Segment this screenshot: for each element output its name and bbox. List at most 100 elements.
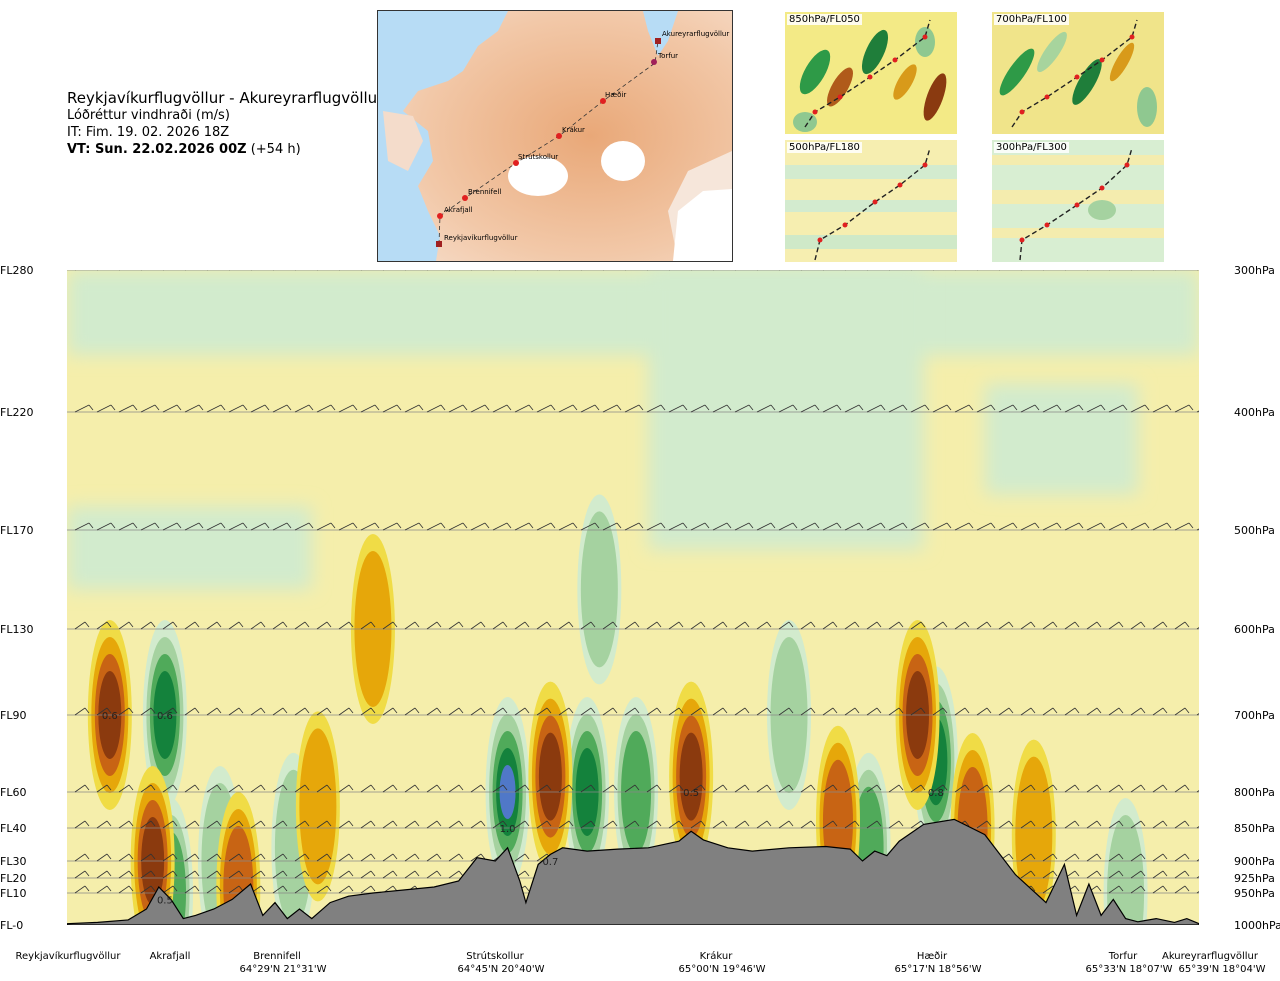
wind-barb [536,853,548,862]
wind-barb [537,270,538,271]
wind-barb [712,707,724,716]
wind-barb-flag [810,784,816,791]
wind-barb [404,784,416,793]
wind-barb-flag [177,263,181,268]
wind-barb-flag [968,522,974,529]
wind-barb-flag [282,885,288,892]
wind-barb-flag [194,784,200,791]
wind-barb [360,707,372,716]
wind-barb-flag [810,820,816,827]
wind-barb [272,404,288,413]
wind-barb [74,853,86,862]
station-name: Torfur [1108,951,1138,962]
thumbnail-300hpa[interactable]: 300hPa/FL300 [992,140,1164,262]
wind-barb [1064,621,1076,630]
thumbnail-300hpa-plot [992,140,1164,262]
wind-barb-flag [898,621,904,628]
wind-barb-flag [683,263,687,268]
velocity-annotation: 0.7 [542,857,558,868]
wind-barb-flag [326,885,332,892]
wind-barb-flag [128,870,134,877]
wind-barb [933,270,934,271]
wind-barb [778,784,790,793]
wind-barb [470,404,486,413]
wind-barb [74,404,90,413]
wind-barb-flag [726,522,732,529]
wind-barb [668,522,684,531]
wind-barb [1043,270,1044,271]
wind-barb [185,270,186,271]
wind-barb [1130,820,1142,829]
wind-barb-flag [1079,263,1083,268]
wind-barb-flag [370,707,376,714]
waypoint-haedir-marker [600,98,606,104]
wind-barb-flag [770,522,776,529]
wind-barb [602,707,614,716]
wind-barb [1042,707,1054,716]
wind-barb-flag [612,820,618,827]
wind-barb-flag [458,707,464,714]
wind-barb-flag [242,404,248,411]
wind-barb-flag [176,404,182,411]
wind-barb-flag [304,820,310,827]
wind-barb-flag [639,263,643,268]
wind-barb-flag [1008,621,1014,628]
wind-barb-flag [1140,707,1146,714]
wind-barb [866,707,878,716]
wind-barb-flag [858,522,864,529]
wind-barb [294,784,306,793]
wind-barb [1130,707,1142,716]
wind-barb [910,707,922,716]
wind-barb-flag [678,621,684,628]
wind-barb-flag [216,885,222,892]
wind-barb [756,404,772,413]
wind-barb [338,820,350,829]
wind-barb [405,270,406,271]
flight-level-label: FL280 [0,264,33,277]
wind-barb [338,784,350,793]
wind-barb-flag [1118,885,1124,892]
pressure-level-label: 700hPa [1234,709,1275,722]
wind-barb-flag [1118,784,1124,791]
wind-barb [668,784,680,793]
thumbnail-700hpa[interactable]: 700hPa/FL100 [992,12,1164,134]
wind-barb-flag [260,870,266,877]
wind-barb [1130,404,1146,413]
wind-barb-flag [920,707,926,714]
thumbnail-700-cells [999,31,1157,127]
wind-barb [690,820,702,829]
wind-barb [1130,870,1142,879]
wind-barb [1064,522,1080,531]
wind-barb [162,820,174,829]
thumbnail-500-cells [785,165,957,249]
wind-barb-flag [1052,853,1058,860]
wind-barb [756,707,768,716]
wind-barb [955,270,956,271]
wind-barb [184,522,200,531]
wind-barb [206,404,222,413]
wind-barb-flag [1056,522,1062,529]
wind-barb-flag [370,621,376,628]
wind-barb-flag [216,870,222,877]
wind-barb [338,404,354,413]
wind-barb [514,784,526,793]
wind-barb [888,784,900,793]
thumbnail-500hpa[interactable]: 500hPa/FL180 [785,140,957,262]
wind-barb-flag [480,707,486,714]
thumbnail-850hpa[interactable]: 850hPa/FL050 [785,12,957,134]
wind-barb [448,404,464,413]
station-axis: Reykjavíkurflugvöllur Akrafjall Brennifell… [16,950,1266,975]
wind-barb [1197,270,1198,271]
wind-barb-flag [374,522,380,529]
wind-barb [1042,404,1058,413]
wind-barb [492,621,504,630]
flight-level-label: FL20 [0,872,26,885]
wind-barb [404,621,416,630]
wind-barb [426,404,442,413]
wind-barb [998,522,1014,531]
wind-barb-flag [132,404,138,411]
wind-barb-flag [1162,885,1168,892]
wind-barb [690,404,706,413]
wind-barb [1020,870,1032,879]
wind-barb-flag [436,820,442,827]
